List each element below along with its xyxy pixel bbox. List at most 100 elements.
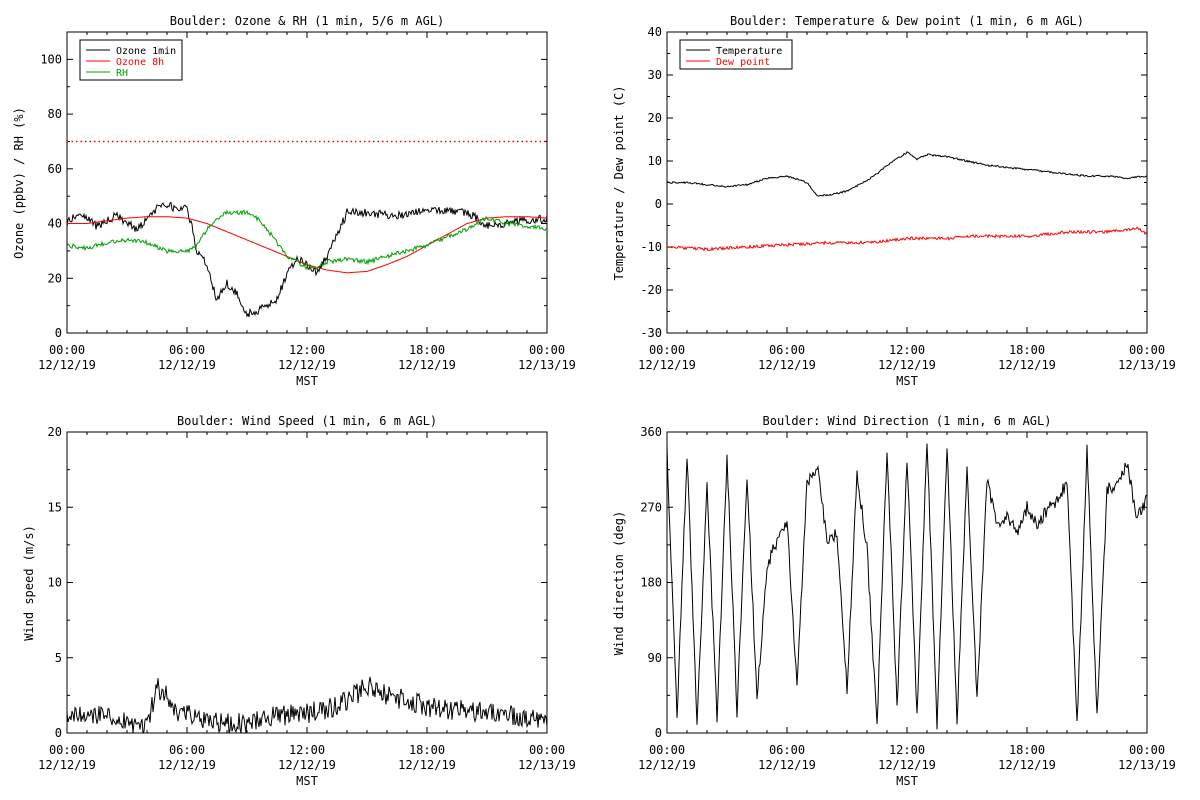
y-tick-label: -10 [640,240,662,254]
x-tick-time-label: 06:00 [769,343,805,357]
x-tick-time-label: 12:00 [289,743,325,757]
legend-box [79,39,183,81]
series-line-wind-direction-deg [667,443,1147,730]
y-tick-label: 10 [648,154,662,168]
x-tick-date-label: 12/12/19 [878,358,936,372]
x-tick-date-label: 12/12/19 [998,358,1056,372]
x-tick-time-label: 06:00 [169,743,205,757]
series-line-rh [67,209,547,271]
legend-label-ozone-1min: Ozone 1min [116,46,176,57]
x-tick-date-label: 12/12/19 [158,358,216,372]
series-line-temperature [667,151,1147,197]
chart-title: Boulder: Wind Direction (1 min, 6 m AGL) [763,414,1052,428]
legend-label-ozone-8h: Ozone 8h [116,57,164,68]
x-tick-time-label: 00:00 [649,743,685,757]
y-tick-label: -30 [640,326,662,340]
x-tick-time-label: 18:00 [1009,743,1045,757]
x-tick-time-label: 06:00 [169,343,205,357]
legend: Temperature Dew point [679,39,793,70]
y-tick-label: 0 [55,326,62,340]
x-tick-time-label: 12:00 [889,343,925,357]
x-tick-time-label: 12:00 [289,343,325,357]
y-tick-label: 0 [55,726,62,740]
x-tick-time-label: 00:00 [49,343,85,357]
x-tick-date-label: 12/12/19 [758,758,816,772]
y-tick-label: -20 [640,283,662,297]
x-tick-time-label: 18:00 [409,343,445,357]
x-tick-date-label: 12/12/19 [638,758,696,772]
y-tick-label: 15 [48,500,62,514]
x-tick-date-label: 12/12/19 [38,358,96,372]
x-tick-time-label: 18:00 [1009,343,1045,357]
x-tick-time-label: 00:00 [529,743,565,757]
x-tick-time-label: 00:00 [1129,343,1165,357]
wind-direction-chart: Boulder: Wind Direction (1 min, 6 m AGL)… [612,414,1176,788]
x-axis-label: MST [896,774,918,788]
legend-box [679,39,793,70]
x-axis-label: MST [896,374,918,388]
y-tick-label: 5 [55,651,62,665]
x-axis-label: MST [296,374,318,388]
y-tick-label: 20 [648,111,662,125]
x-axis-label: MST [296,774,318,788]
x-tick-time-label: 18:00 [409,743,445,757]
x-tick-date-label: 12/13/19 [518,758,576,772]
y-tick-label: 20 [48,271,62,285]
x-tick-date-label: 12/13/19 [1118,358,1176,372]
y-axis-label: Temperature / Dew point (C) [612,85,626,280]
plot-frame [66,431,548,734]
x-tick-time-label: 12:00 [889,743,925,757]
legend-label-temperature: Temperature [716,46,782,57]
legend-label-dew-point: Dew point [716,57,770,68]
y-tick-label: 90 [648,651,662,665]
y-tick-label: 20 [48,425,62,439]
ozone-rh-chart: Boulder: Ozone & RH (1 min, 5/6 m AGL) 0… [12,14,576,388]
temperature-dewpoint-chart: Boulder: Temperature & Dew point (1 min,… [612,14,1176,388]
y-tick-label: 100 [40,52,62,66]
y-tick-label: 0 [655,197,662,211]
chart-title: Boulder: Wind Speed (1 min, 6 m AGL) [177,414,437,428]
x-tick-date-label: 12/13/19 [1118,758,1176,772]
y-tick-label: 80 [48,107,62,121]
plot-frame [666,431,1148,734]
series-line-wind-speed-m-s [67,676,547,733]
series-line-dew-point [667,226,1147,252]
legend-label-rh: RH [116,68,128,79]
wind-speed-chart: Boulder: Wind Speed (1 min, 6 m AGL) 0 5 1… [22,414,576,788]
y-tick-label: 180 [640,576,662,590]
x-tick-date-label: 12/12/19 [398,358,456,372]
y-tick-label: 270 [640,500,662,514]
x-tick-date-label: 12/12/19 [158,758,216,772]
y-axis-label: Ozone (ppbv) / RH (%) [12,107,26,259]
x-tick-time-label: 00:00 [649,343,685,357]
x-tick-date-label: 12/13/19 [518,358,576,372]
y-tick-label: 0 [655,726,662,740]
x-tick-date-label: 12/12/19 [38,758,96,772]
series-line-ozone-8h [67,216,547,274]
series-line-ozone-1min [67,201,547,318]
x-tick-time-label: 06:00 [769,743,805,757]
y-tick-label: 10 [48,576,62,590]
plot-frame [666,31,1148,334]
y-axis-label: Wind speed (m/s) [22,525,36,641]
legend: Ozone 1min Ozone 8h RH [79,39,183,81]
x-tick-date-label: 12/12/19 [998,758,1056,772]
x-tick-date-label: 12/12/19 [278,758,336,772]
x-tick-time-label: 00:00 [529,343,565,357]
x-tick-time-label: 00:00 [1129,743,1165,757]
x-tick-date-label: 12/12/19 [758,358,816,372]
y-axis-label: Wind direction (deg) [612,511,626,656]
y-tick-label: 40 [648,25,662,39]
y-tick-label: 30 [648,68,662,82]
x-tick-date-label: 12/12/19 [878,758,936,772]
x-tick-date-label: 12/12/19 [278,358,336,372]
y-tick-label: 60 [48,162,62,176]
x-tick-date-label: 12/12/19 [398,758,456,772]
y-tick-label: 360 [640,425,662,439]
y-tick-label: 40 [48,217,62,231]
x-tick-date-label: 12/12/19 [638,358,696,372]
x-tick-time-label: 00:00 [49,743,85,757]
chart-title: Boulder: Ozone & RH (1 min, 5/6 m AGL) [170,14,445,28]
chart-title: Boulder: Temperature & Dew point (1 min,… [730,14,1084,28]
